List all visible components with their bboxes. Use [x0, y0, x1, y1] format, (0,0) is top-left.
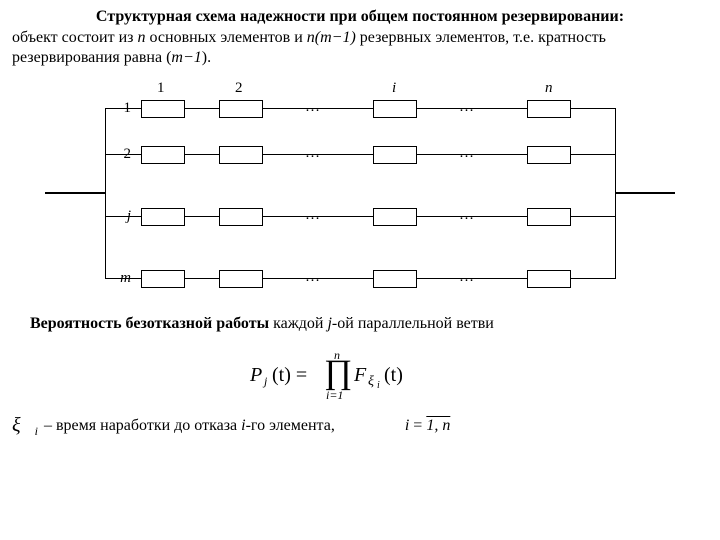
dots-2b: … [459, 145, 474, 162]
range-eq: = [409, 417, 426, 434]
col-label-1: 1 [157, 80, 165, 97]
f-P: P [250, 364, 262, 387]
intro-paragraph: объект состоит из n основных элементов и… [12, 28, 708, 68]
col-label-n: n [545, 80, 553, 97]
xi-sub: i [35, 424, 38, 439]
reliability-diagram: 1 2 i n 1 … … 2 … … j … … m … … [45, 72, 675, 306]
prob-bold: Вероятность безотказной работы [30, 315, 269, 332]
box-m-2 [219, 270, 263, 288]
box-m-1 [141, 270, 185, 288]
txt: каждой [269, 315, 327, 332]
box-j-n [527, 208, 571, 226]
lead-left [45, 192, 105, 194]
dots-jb: … [459, 207, 474, 224]
txt: – время наработки до отказа [44, 417, 241, 434]
txt: -го элемента, [246, 417, 335, 434]
probability-line: Вероятность безотказной работы каждой j-… [30, 314, 708, 334]
lead-right [615, 192, 675, 194]
dots-1a: … [305, 99, 320, 116]
txt: основных элементов и [146, 29, 307, 46]
bus-left [105, 108, 106, 279]
f-isub: i [377, 380, 380, 391]
f-F: F [354, 364, 366, 387]
f-prod: ∏ [324, 354, 352, 392]
box-1-1 [141, 100, 185, 118]
box-j-2 [219, 208, 263, 226]
col-label-i: i [392, 80, 396, 97]
title: Структурная схема надежности при общем п… [12, 8, 708, 26]
box-2-i [373, 146, 417, 164]
box-1-2 [219, 100, 263, 118]
dots-ja: … [305, 207, 320, 224]
col-label-2: 2 [235, 80, 243, 97]
var-m1: m−1 [171, 49, 201, 66]
box-m-n [527, 270, 571, 288]
dots-1b: … [459, 99, 474, 116]
box-2-1 [141, 146, 185, 164]
box-m-i [373, 270, 417, 288]
legend-line: ξi – время наработки до отказа i-го элем… [12, 414, 708, 437]
dots-ma: … [305, 269, 320, 286]
box-1-i [373, 100, 417, 118]
var-n: n [138, 29, 146, 46]
probability-formula: P j (t) = n ∏ i=1 F ξ i (t) [250, 342, 470, 402]
box-2-n [527, 146, 571, 164]
box-1-n [527, 100, 571, 118]
dots-2a: … [305, 145, 320, 162]
bus-right [615, 108, 616, 279]
box-j-1 [141, 208, 185, 226]
f-lo: i=1 [326, 388, 343, 403]
f-xi: ξ [368, 374, 374, 390]
range-expr: i = 1, n [405, 417, 450, 435]
var-nm1: n(m−1) [307, 29, 356, 46]
legend-text: – время наработки до отказа i-го элемент… [44, 417, 335, 435]
range-span: 1, n [426, 417, 450, 434]
f-t: (t) = [272, 364, 307, 387]
f-t2: (t) [384, 364, 403, 387]
txt: -ой параллельной ветви [332, 315, 494, 332]
f-j: j [264, 374, 267, 389]
box-2-2 [219, 146, 263, 164]
txt: ). [202, 49, 211, 66]
dots-mb: … [459, 269, 474, 286]
box-j-i [373, 208, 417, 226]
xi-symbol: ξi [12, 414, 34, 437]
txt: объект состоит из [12, 29, 138, 46]
